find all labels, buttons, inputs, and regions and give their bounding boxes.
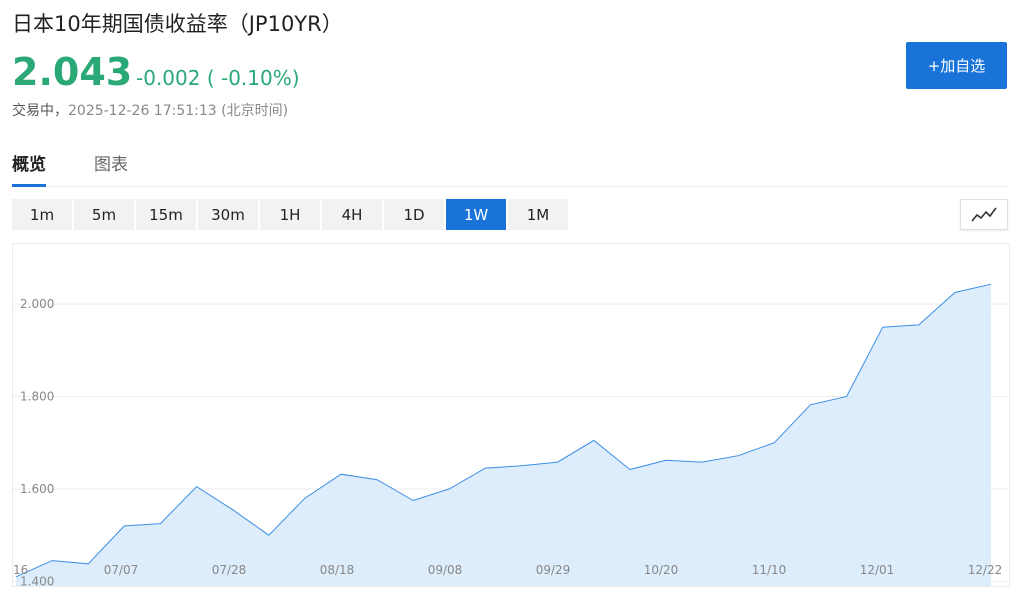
series-line	[15, 283, 992, 578]
area-fill	[16, 284, 991, 586]
x-tick-label: 12/01	[860, 563, 895, 577]
add-to-watchlist-button[interactable]: +加自选	[906, 42, 1007, 89]
range-1h[interactable]: 1H	[260, 199, 320, 230]
current-price: 2.043	[12, 50, 133, 94]
tab-bar: 概览 图表	[12, 146, 1008, 187]
tab-chart[interactable]: 图表	[94, 155, 128, 175]
range-selector: 1m 5m 15m 30m 1H 4H 1D 1W 1M	[12, 199, 568, 230]
page-title: 日本10年期国债收益率（JP10YR）	[12, 12, 343, 36]
x-tick-label: 07/28	[212, 563, 247, 577]
trading-status: 交易中，2025-12-26 17:51:13 (北京时间)	[12, 100, 288, 120]
range-30m[interactable]: 30m	[198, 199, 258, 230]
x-tick-label: 12/22	[968, 563, 1003, 577]
x-tick-label: '16	[13, 563, 28, 577]
range-15m[interactable]: 15m	[136, 199, 196, 230]
price-change: -0.002 ( -0.10%)	[136, 66, 300, 90]
chart-svg: 1.400 1.600 1.800 2.000 '16 07/07 07/28 08/18 09…	[13, 283, 1009, 586]
y-tick-label: 2.000	[20, 297, 54, 311]
status-time: 2025-12-26 17:51:13 (北京时间)	[68, 103, 289, 119]
range-1d[interactable]: 1D	[384, 199, 444, 230]
x-tick-label: 09/29	[536, 563, 571, 577]
range-1m[interactable]: 1m	[12, 199, 72, 230]
x-tick-label: 11/10	[752, 563, 787, 577]
price-chart: 1.400 1.600 1.800 2.000 '16 07/07 07/28 08/18 09…	[12, 243, 1010, 587]
tab-overview[interactable]: 概览	[12, 150, 46, 187]
y-tick-label: 1.400	[20, 574, 54, 586]
y-tick-label: 1.800	[20, 390, 54, 404]
x-tick-label: 08/18	[320, 563, 355, 577]
y-tick-label: 1.600	[20, 482, 54, 496]
range-1mo[interactable]: 1M	[508, 199, 568, 230]
range-4h[interactable]: 4H	[322, 199, 382, 230]
x-tick-label: 10/20	[644, 563, 679, 577]
range-1w[interactable]: 1W	[446, 199, 506, 230]
x-tick-label: 07/07	[104, 563, 139, 577]
x-tick-label: 09/08	[428, 563, 463, 577]
range-5m[interactable]: 5m	[74, 199, 134, 230]
chart-type-button[interactable]	[960, 199, 1008, 230]
status-label: 交易中，	[12, 103, 68, 119]
line-chart-icon	[971, 207, 997, 222]
